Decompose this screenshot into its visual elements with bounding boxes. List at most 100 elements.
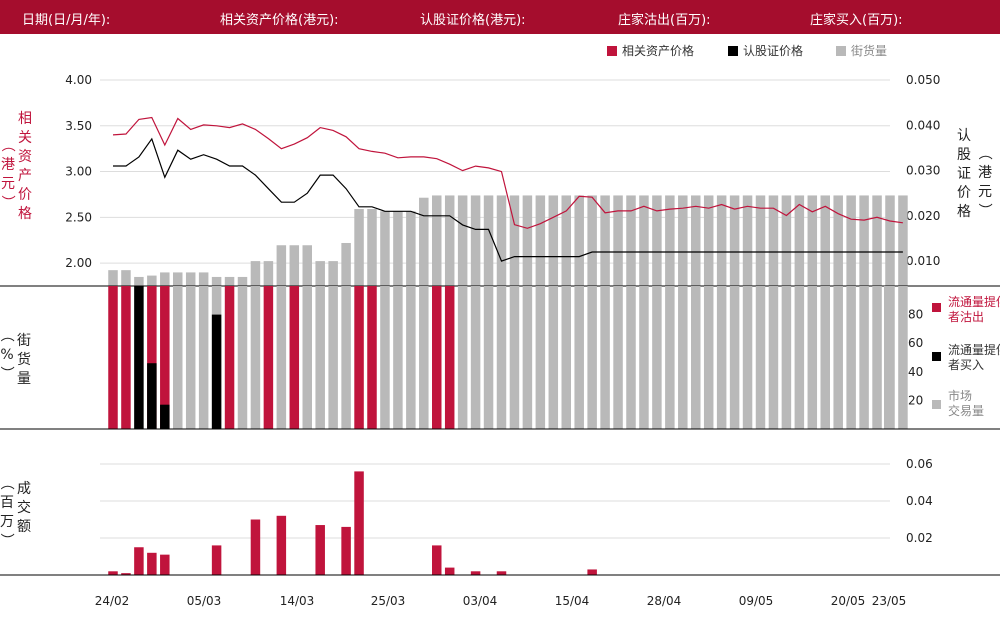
market-volume-bar [393,286,403,429]
outstanding-bar [833,195,843,286]
market-volume-bar [691,286,701,429]
market-volume-bar [716,286,727,429]
turnover-bar [108,571,118,575]
market-volume-bar [380,286,390,429]
turnover-bar [276,515,287,575]
bottom-axis-title: 交 [17,499,31,516]
header-bar: 日期(日/月/年): 相关资产价格(港元): 认股证价格(港元): 庄家沽出(百… [0,0,1000,34]
legend-mm-sell-2: 者沽出 [948,310,984,324]
market-volume-bar [419,286,429,429]
market-volume-bar [807,286,818,429]
market-volume-bar [457,286,468,429]
market-volume-bar [755,286,766,429]
legend-swatch-mm-sell [932,303,941,312]
mm-sell-bar [263,286,274,429]
left-axis-title: 关 [18,130,32,146]
warrant-price-label: 认股证价格(港元): [420,13,526,28]
market-volume-bar [898,286,908,429]
turnover-bar [211,545,222,575]
outstanding-bar [470,195,481,286]
outstanding-bar [885,195,895,286]
outstanding-bar [703,195,714,286]
outstanding-bar [444,195,455,286]
outstanding-bar [781,195,792,286]
outstanding-bar [185,272,196,286]
market-volume-bar [250,286,261,429]
market-volume-bar [703,286,714,429]
outstanding-bar [406,211,416,286]
outstanding-bar [859,195,869,286]
right-axis-title-unit: ） [976,203,992,217]
mm-sell-bar [121,286,131,429]
outstanding-bar [432,195,442,286]
market-volume-bar [535,286,546,429]
market-volume-bar [483,286,494,429]
market-volume-bar [678,286,688,429]
outstanding-bar [341,242,351,286]
legend-mm-sell-1: 流通量提供 [948,294,1000,309]
turnover-bar [147,552,157,575]
mid-axis-title-unit: ） [0,366,14,380]
outstanding-bar [457,195,468,286]
x-tick-label: 25/03 [371,594,406,608]
legend-swatch-outstanding [836,46,846,56]
turnover-bar [432,545,442,575]
outstanding-bar [315,261,325,286]
outstanding-bar [729,195,740,286]
outstanding-bar [250,261,261,286]
legend-swatch-underlying [607,46,617,56]
outstanding-bar [613,195,623,286]
turnover-bar [444,567,455,575]
market-volume-bar [600,286,610,429]
legend-market-2: 交易量 [948,403,984,418]
left-axis-title: 产 [18,168,32,184]
outstanding-bar [678,195,688,286]
outstanding-bar [626,195,636,286]
turnover-bar [134,547,144,575]
outstanding-bar [276,245,287,286]
outstanding-bar [561,195,571,286]
mid-axis-title: 量 [17,371,31,387]
market-volume-bar [341,286,351,429]
bottom-axis-title-unit: 万 [0,514,14,530]
turnover-bar [587,569,597,575]
market-volume-bar [302,286,312,429]
market-volume-bar [315,286,325,429]
market-volume-bar [846,286,856,429]
left-axis-title-unit: 港 [1,157,15,173]
market-volume-bar [820,286,830,429]
mm-sell-bar [354,286,364,429]
left-tick-label: 2.00 [65,256,92,270]
outstanding-bar [807,195,818,286]
outstanding-bar [302,245,312,286]
outstanding-bar [134,276,144,286]
outstanding-bar [768,195,779,286]
outstanding-bar [898,195,908,286]
mid-axis-title: 街 [17,333,31,349]
legend-swatch-market [932,400,941,409]
market-volume-bar [470,286,481,429]
left-axis-title-unit: （ [0,138,15,152]
outstanding-bar [108,270,118,286]
pct-tick-label: 40 [908,365,923,379]
pct-tick-label: 80 [908,308,923,322]
outstanding-bar [755,195,766,286]
market-volume-bar [652,286,662,429]
mm-sell-bar [160,286,170,429]
turnover-bar [341,526,351,575]
market-volume-bar [665,286,675,429]
mm-buy-bar [160,404,170,429]
outstanding-bar [380,211,390,286]
outstanding-bar [496,195,507,286]
outstanding-bar [522,195,533,286]
market-volume-bar [509,286,520,429]
market-volume-bar [729,286,740,429]
market-volume-bar [613,286,623,429]
legend-mm-buy-1: 流通量提供 [948,342,1000,357]
market-volume-bar [276,286,287,429]
right-axis-title: 价 [957,185,971,201]
bottom-axis-title: 成 [17,481,31,497]
outstanding-bar [872,195,882,286]
turnover-tick-label: 0.06 [906,457,933,471]
underlying-price-label: 相关资产价格(港元): [220,13,339,28]
